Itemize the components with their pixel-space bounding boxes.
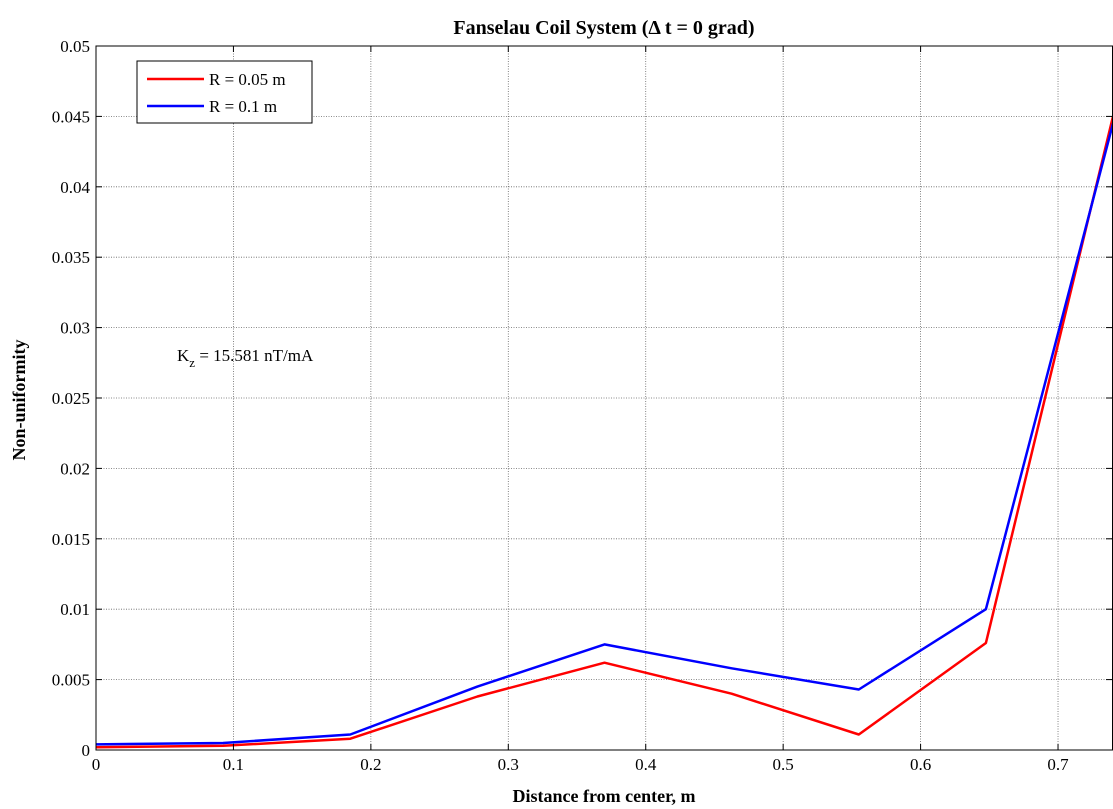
x-tick-label: 0 <box>92 755 101 774</box>
x-tick-label: 0.5 <box>773 755 794 774</box>
legend-label-1: R = 0.05 m <box>209 70 286 89</box>
y-tick-label: 0 <box>82 741 91 760</box>
y-tick-label: 0.035 <box>52 248 90 267</box>
series-line-1 <box>95 116 1113 749</box>
legend: R = 0.05 m R = 0.1 m <box>136 60 313 124</box>
y-tick-label: 0.02 <box>60 459 90 478</box>
kz-annotation: Kz = 15.581 nT/mA <box>177 346 314 370</box>
series-line-2 <box>95 123 1113 746</box>
y-tick-label: 0.015 <box>52 530 90 549</box>
x-axis-label: Distance from center, m <box>513 786 696 806</box>
x-tick-label: 0.6 <box>910 755 931 774</box>
x-tick-label: 0.3 <box>498 755 519 774</box>
x-tick-label: 0.7 <box>1047 755 1069 774</box>
x-tick-label: 0.2 <box>360 755 381 774</box>
y-tick-label: 0.01 <box>60 600 90 619</box>
x-tick-label: 0.1 <box>223 755 244 774</box>
legend-label-2: R = 0.1 m <box>209 97 277 116</box>
y-tick-label: 0.04 <box>60 178 90 197</box>
y-tick-label: 0.045 <box>52 107 90 126</box>
kz-annotation-sub: z <box>189 355 195 370</box>
y-tick-label: 0.025 <box>52 389 90 408</box>
chart-title: Fanselau Coil System (Δ t = 0 grad) <box>453 17 754 39</box>
y-axis-label: Non-uniformity <box>9 340 29 461</box>
grid-lines <box>96 46 1113 750</box>
legend-box <box>136 60 313 124</box>
kz-annotation-main: K <box>177 346 190 365</box>
y-tick-label: 0.03 <box>60 319 90 338</box>
x-tick-label: 0.4 <box>635 755 657 774</box>
y-tick-label: 0.05 <box>60 37 90 56</box>
series-lines <box>95 116 1113 749</box>
y-tick-label: 0.005 <box>52 671 90 690</box>
axis-ticks: 0 0.1 0.2 0.3 0.4 0.5 0.6 0.7 0 0.005 0.01 0.015 0.0… <box>52 37 1112 774</box>
kz-annotation-rest: = 15.581 nT/mA <box>195 346 314 365</box>
